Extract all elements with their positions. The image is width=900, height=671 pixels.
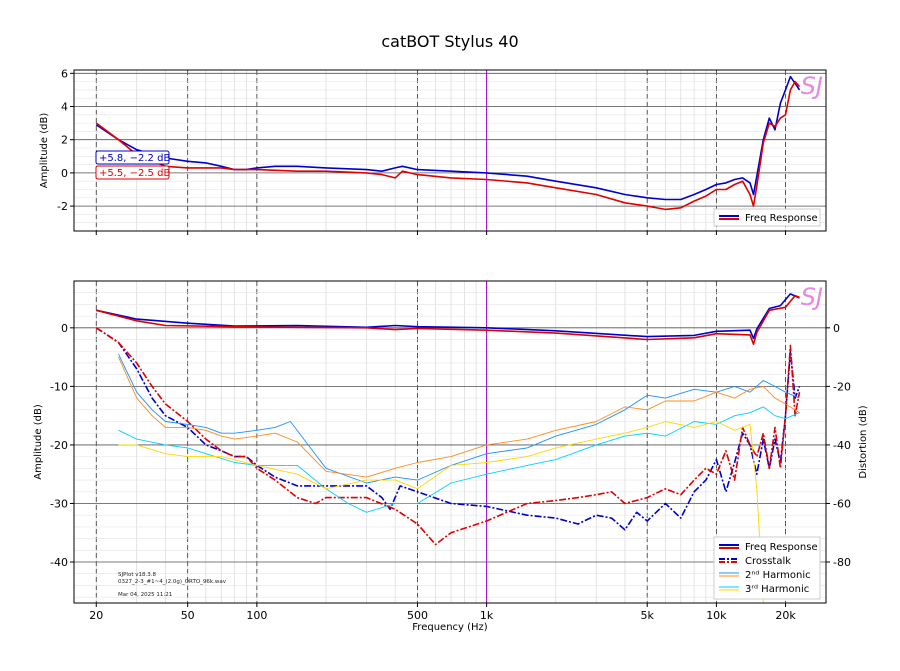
x-tick-label: 1k bbox=[480, 609, 494, 622]
legend-label: 2ⁿᵈ Harmonic bbox=[745, 570, 811, 581]
legend-label: 3ʳᵈ Harmonic bbox=[745, 584, 809, 595]
legend-box bbox=[713, 208, 821, 227]
y-tick-label: 6 bbox=[61, 67, 68, 80]
series-h3_cyan-line bbox=[118, 406, 800, 513]
x-tick-label: 100 bbox=[246, 609, 267, 622]
watermark-logo: SJ bbox=[801, 72, 823, 100]
legend-label: Freq Response bbox=[745, 213, 818, 224]
legend-label: Crosstalk bbox=[745, 556, 791, 567]
y2-axis-label: Distortion (dB) bbox=[858, 405, 869, 478]
y-axis-label: Amplitude (dB) bbox=[39, 113, 50, 189]
watermark-logo: SJ bbox=[801, 283, 823, 311]
y-tick-label: -20 bbox=[50, 439, 68, 452]
y-tick-label: -30 bbox=[50, 497, 68, 510]
y-tick-label: 0 bbox=[61, 322, 68, 335]
y2-tick-label: -40 bbox=[833, 439, 851, 452]
annotation-box bbox=[95, 165, 170, 180]
series-h2_orange-line bbox=[118, 356, 800, 478]
series-h3_yellow-line bbox=[118, 421, 764, 603]
y-axis-label: Amplitude (dB) bbox=[33, 404, 44, 480]
series-red-line bbox=[96, 294, 800, 345]
annotation-text: +5.5, −2.5 dB bbox=[99, 168, 170, 179]
annotation-box bbox=[95, 150, 170, 165]
y-tick-label: 4 bbox=[61, 101, 68, 114]
top-frame bbox=[73, 69, 827, 232]
info-text: SJPlot v18.3.8 bbox=[118, 572, 156, 578]
y2-tick-label: -80 bbox=[833, 556, 851, 569]
x-tick-label: 500 bbox=[407, 609, 428, 622]
y2-tick-label: -60 bbox=[833, 497, 851, 510]
bottom-series bbox=[95, 293, 801, 603]
bottom-frame bbox=[73, 280, 827, 604]
annotation-text: +5.8, −2.2 dB bbox=[99, 153, 170, 164]
x-tick-label: 5k bbox=[641, 609, 655, 622]
x-axis-label: Frequency (Hz) bbox=[412, 622, 488, 633]
info-text: 0327_2-3_#1~4_(2.0g)_ORTO_96k.wav bbox=[118, 579, 227, 585]
y-tick-label: -2 bbox=[57, 200, 68, 213]
series-blue-line bbox=[96, 293, 800, 340]
series-h2_blue-line bbox=[118, 354, 800, 484]
series-crosstalk_blue-line bbox=[95, 327, 801, 531]
series-crosstalk_red-line bbox=[95, 327, 801, 546]
y-tick-label: 0 bbox=[61, 167, 68, 180]
info-text: Mar 04, 2025 11:21 bbox=[118, 592, 172, 598]
x-tick-label: 20 bbox=[89, 609, 103, 622]
chart-title: catBOT Stylus 40 bbox=[381, 32, 518, 51]
y-tick-label: -10 bbox=[50, 380, 68, 393]
y-tick-label: -40 bbox=[50, 556, 68, 569]
x-tick-label: 50 bbox=[181, 609, 195, 622]
x-tick-label: 20k bbox=[775, 609, 796, 622]
series-red-line bbox=[95, 80, 801, 211]
y2-tick-label: -20 bbox=[833, 380, 851, 393]
y2-tick-label: 0 bbox=[833, 322, 840, 335]
x-tick-label: 10k bbox=[706, 609, 727, 622]
top-series bbox=[95, 75, 801, 211]
legend-label: Freq Response bbox=[745, 542, 818, 553]
top-panel: 6 4 2 0 -2 Amplitude (dB) SJ +5.8, −2.2 dB +5.5,… bbox=[39, 67, 827, 235]
bottom-panel: 0 -10 -20 -30 -40 Amplitude (dB) SJ 0 -20 -40 -60 -… bbox=[33, 280, 869, 633]
y-tick-label: 2 bbox=[61, 134, 68, 147]
